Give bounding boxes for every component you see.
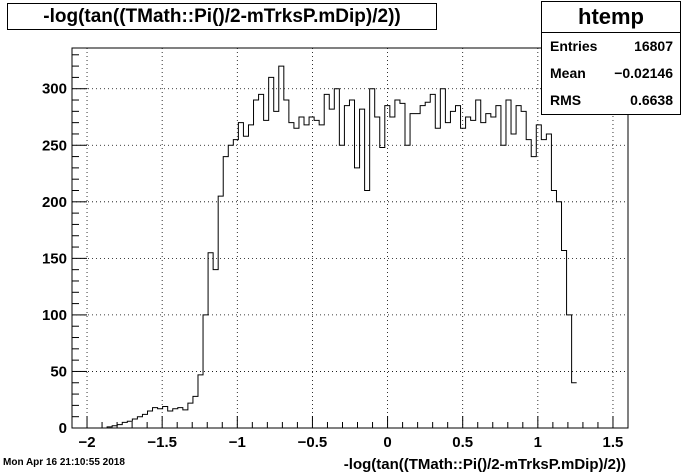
x-tick-label: 1 <box>534 434 542 451</box>
x-tick-label: −0.5 <box>298 434 328 451</box>
stats-entries-label: Entries <box>550 38 598 54</box>
x-tick-label: −2 <box>78 434 95 451</box>
stats-box: htemp Entries 16807 Mean −0.02146 RMS 0.… <box>541 1 681 115</box>
axis-ticks <box>71 54 629 429</box>
stats-entries-value: 16807 <box>634 38 673 54</box>
x-tick-label: −1 <box>229 434 246 451</box>
y-tick-label: 0 <box>59 420 67 437</box>
x-tick-label: 0 <box>383 434 391 451</box>
stats-mean-value: −0.02146 <box>614 65 673 81</box>
stats-histogram-name: htemp <box>542 2 680 33</box>
y-tick-label: 100 <box>42 307 67 324</box>
histogram-series <box>102 65 577 429</box>
x-axis-title: -log(tan((TMath::Pi()/2-mTrksP.mDip)/2)) <box>344 456 626 473</box>
x-tick-label: 1.5 <box>603 434 624 451</box>
y-tick-label: 250 <box>42 137 67 154</box>
stats-mean-label: Mean <box>550 65 586 81</box>
y-tick-label: 300 <box>42 81 67 98</box>
stats-row-mean: Mean −0.02146 <box>542 60 680 87</box>
plot-title: -log(tan((TMath::Pi()/2-mTrksP.mDip)/2)) <box>7 3 437 30</box>
stats-rms-value: 0.6638 <box>630 92 673 108</box>
y-tick-label: 200 <box>42 194 67 211</box>
grid-lines <box>72 48 628 428</box>
plot-frame <box>71 47 629 429</box>
stats-row-entries: Entries 16807 <box>542 33 680 60</box>
x-tick-label: 0.5 <box>452 434 473 451</box>
y-tick-labels: 0 50 100 150 200 250 300 <box>42 81 67 437</box>
stats-row-rms: RMS 0.6638 <box>542 87 680 114</box>
y-tick-label: 50 <box>50 363 67 380</box>
timestamp-label: Mon Apr 16 21:10:55 2018 <box>3 457 125 468</box>
stats-rms-label: RMS <box>550 92 582 108</box>
y-tick-label: 150 <box>42 250 67 267</box>
x-tick-labels: −2 −1.5 −1 −0.5 0 0.5 1 1.5 <box>78 434 623 451</box>
x-tick-label: −1.5 <box>147 434 177 451</box>
